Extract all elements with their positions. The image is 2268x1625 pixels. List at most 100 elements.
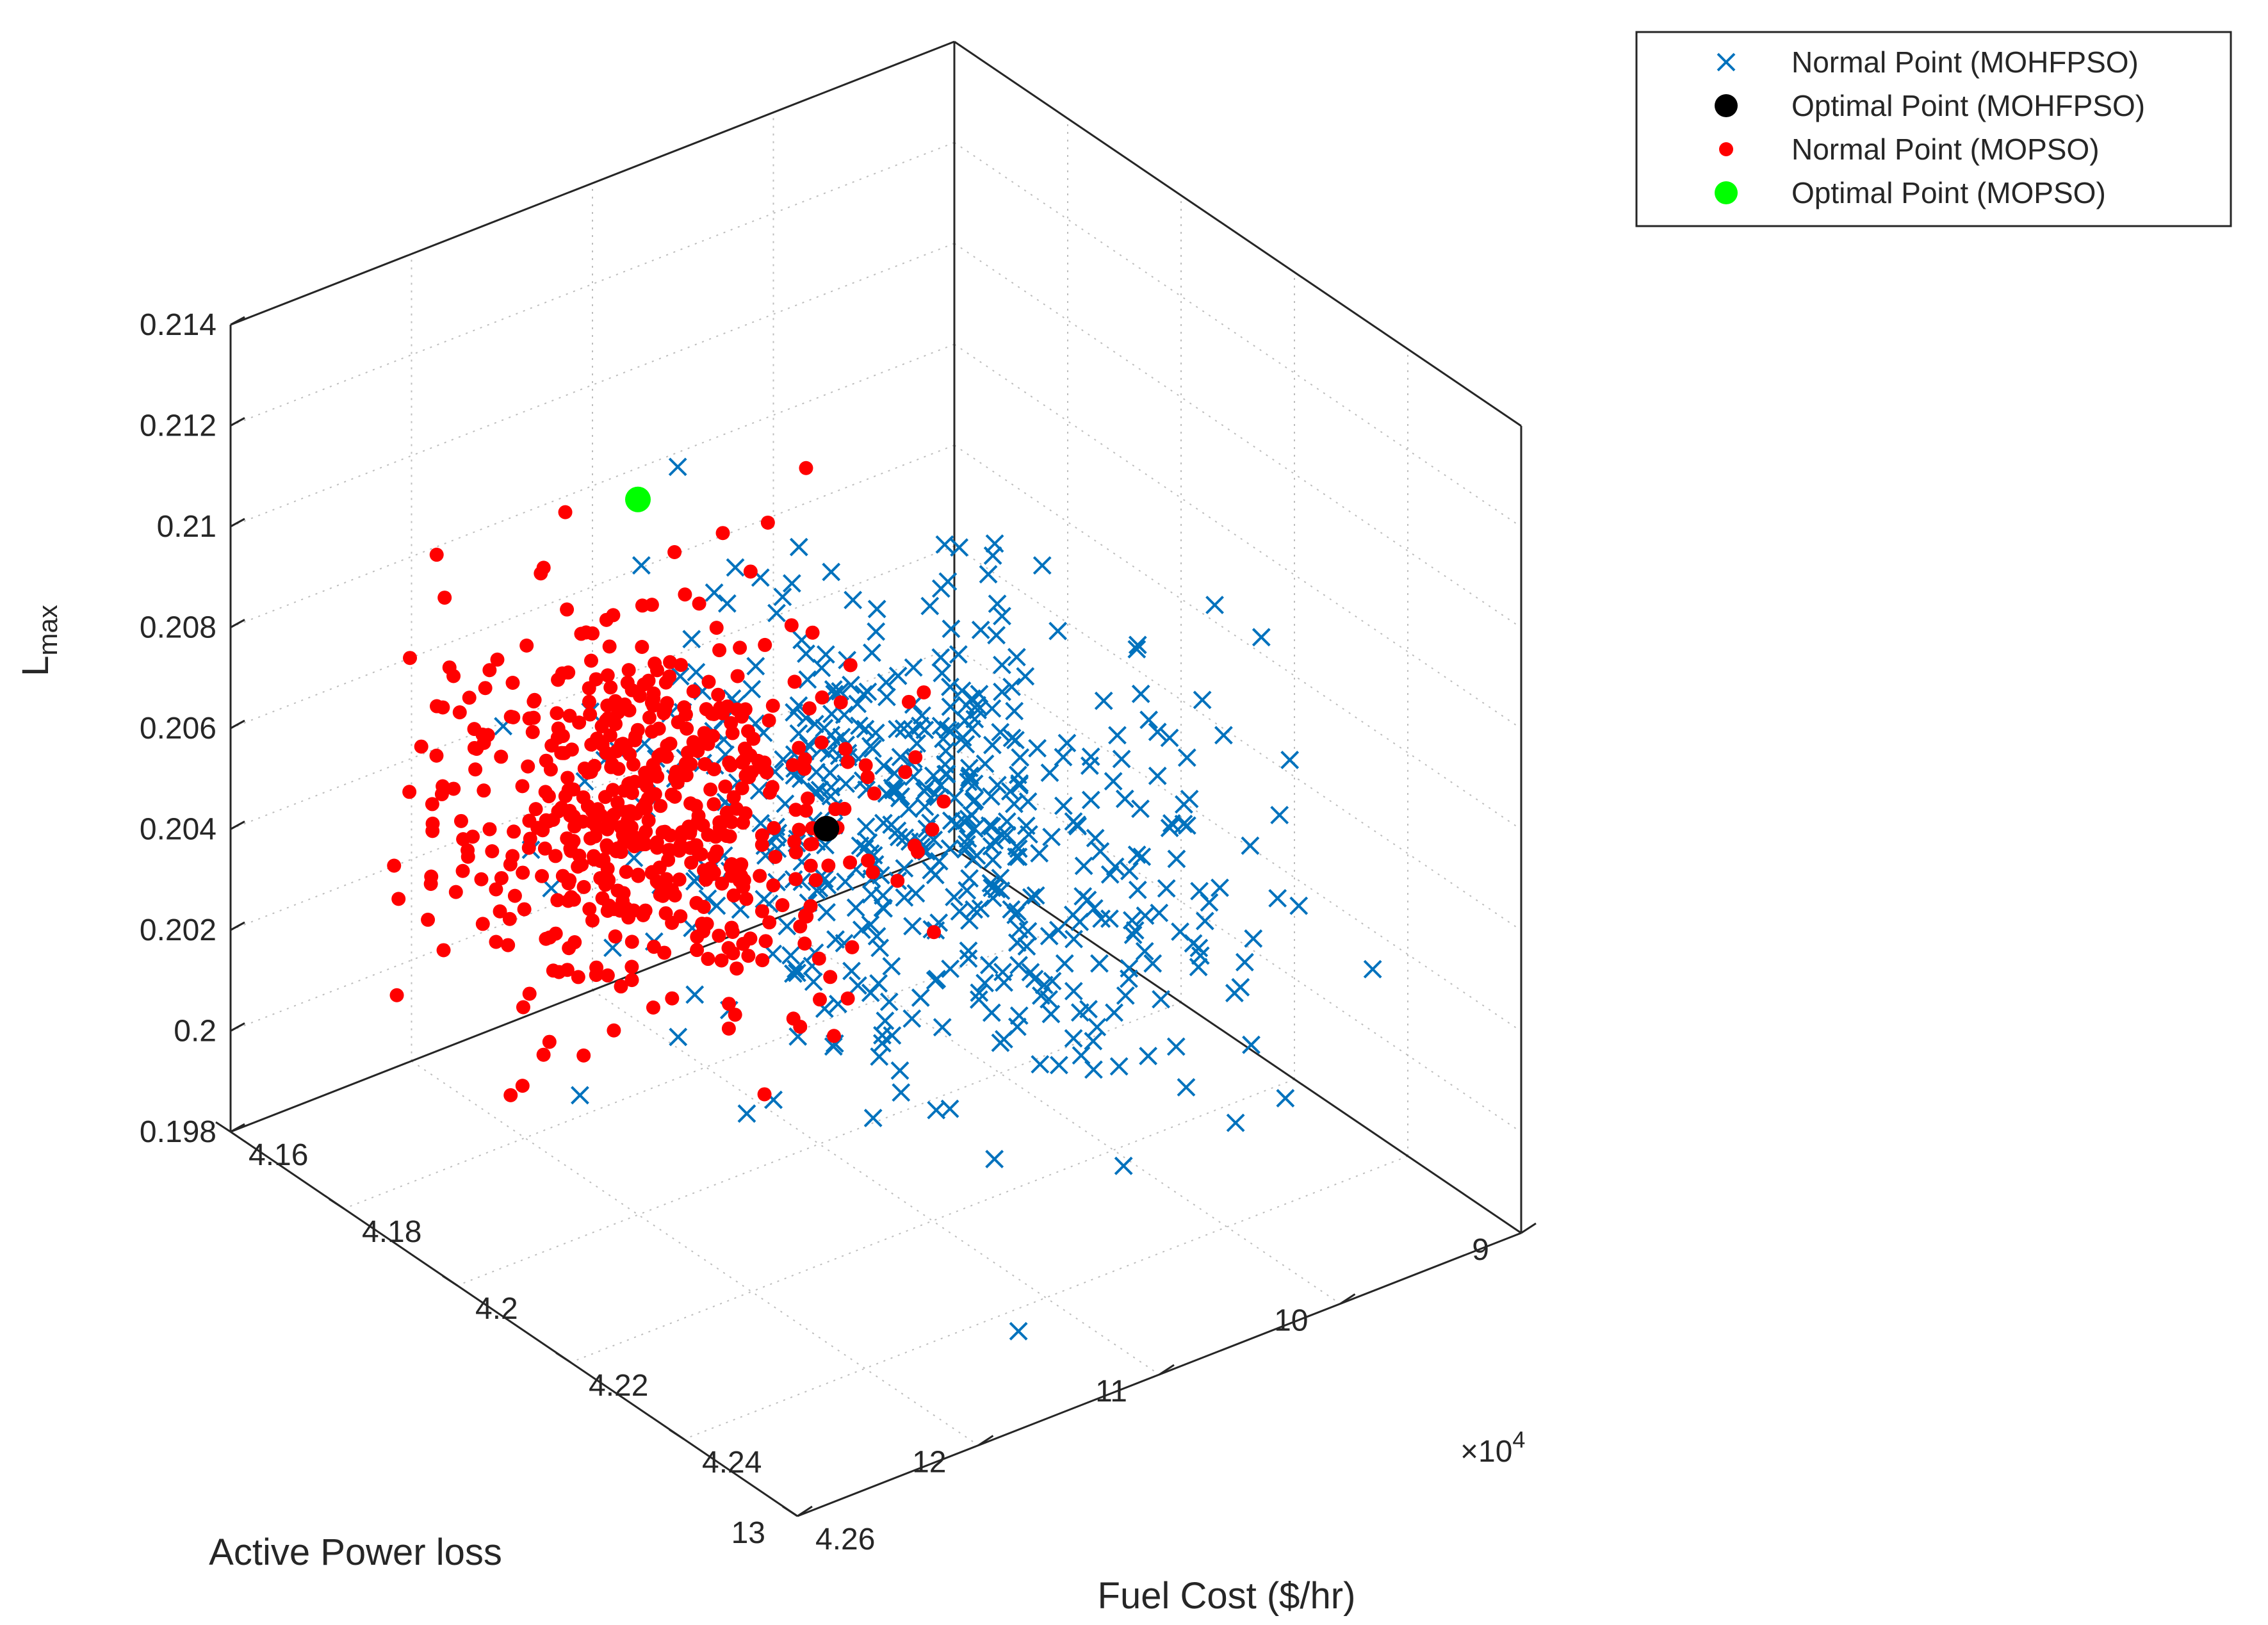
data-point-cross-stroke bbox=[1031, 986, 1050, 1005]
data-point-cross-stroke bbox=[895, 888, 914, 907]
data-point-mopso-normal bbox=[516, 865, 530, 880]
data-point-cross-stroke bbox=[902, 1009, 922, 1028]
data-point-cross-stroke bbox=[927, 969, 947, 988]
data-point-cross-stroke bbox=[1070, 1003, 1089, 1022]
data-point-cross-stroke bbox=[1090, 954, 1109, 973]
data-point-mopso-normal bbox=[560, 831, 575, 845]
data-point-mopso-normal bbox=[758, 637, 772, 652]
data-point-mohfpso-normal bbox=[1084, 899, 1104, 918]
y-tick-label: 11 bbox=[1095, 1375, 1127, 1409]
data-point-mohfpso-normal bbox=[1028, 739, 1047, 758]
data-point-mopso-normal bbox=[474, 872, 489, 886]
data-point-cross-stroke bbox=[991, 723, 1010, 742]
x-tick-label: 4.26 bbox=[815, 1523, 875, 1556]
z-axis-label-sub: max bbox=[33, 605, 63, 655]
data-point-mohfpso-normal bbox=[1160, 819, 1179, 838]
grid-line-wall-xz bbox=[954, 747, 1522, 1133]
data-point-mohfpso-normal bbox=[1010, 776, 1029, 795]
data-point-mohfpso-normal bbox=[993, 655, 1011, 674]
data-point-mohfpso-normal bbox=[874, 756, 893, 775]
z-tick-label: 0.208 bbox=[140, 611, 216, 645]
data-point-cross-stroke bbox=[789, 724, 808, 743]
data-point-cross-stroke bbox=[805, 714, 824, 733]
data-point-mohfpso-normal bbox=[895, 888, 914, 907]
data-point-mohfpso-normal bbox=[884, 781, 903, 800]
axis-edge-floor-right bbox=[954, 847, 1522, 1234]
grid-line-floor-x bbox=[457, 1002, 1182, 1286]
x-tick-label: 4.22 bbox=[589, 1369, 648, 1403]
data-point-cross-stroke bbox=[1150, 903, 1169, 922]
data-point-mohfpso-normal bbox=[965, 819, 984, 838]
data-point-cross-stroke bbox=[983, 817, 1002, 836]
data-point-cross-stroke bbox=[870, 1047, 889, 1066]
data-point-mopso-normal bbox=[567, 819, 582, 834]
data-point-mohfpso-normal bbox=[1002, 677, 1021, 696]
data-point-mohfpso-normal bbox=[726, 558, 745, 577]
data-point-mopso-normal bbox=[726, 888, 741, 902]
data-point-mopso-normal bbox=[610, 796, 625, 810]
data-point-cross-stroke bbox=[982, 1003, 1001, 1022]
data-point-mopso-normal bbox=[437, 591, 452, 605]
data-point-cross-stroke bbox=[1057, 733, 1077, 753]
data-point-mohfpso-normal bbox=[892, 1083, 911, 1102]
data-point-mohfpso-normal bbox=[1276, 1089, 1295, 1107]
data-point-mohfpso-normal bbox=[1157, 879, 1176, 898]
data-point-mohfpso-normal bbox=[903, 917, 922, 936]
data-point-mohfpso-normal bbox=[805, 714, 824, 733]
data-point-cross-stroke bbox=[997, 826, 1016, 845]
data-point-cross-stroke bbox=[1195, 911, 1214, 931]
data-point-mopso-normal bbox=[603, 728, 617, 743]
data-point-cross-stroke bbox=[993, 655, 1011, 674]
data-point-mohfpso-normal bbox=[941, 678, 959, 696]
data-point-mohfpso-normal bbox=[1009, 847, 1028, 867]
data-point-mopso-normal bbox=[715, 876, 730, 891]
data-point-mohfpso-normal bbox=[1022, 888, 1041, 907]
axis-edge-floor-left bbox=[230, 847, 955, 1133]
data-point-mopso-normal bbox=[550, 893, 565, 908]
data-point-mohfpso-normal bbox=[965, 900, 984, 919]
data-point-mohfpso-normal bbox=[1040, 927, 1059, 945]
data-point-cross-stroke bbox=[1148, 766, 1167, 785]
data-point-mopso-normal bbox=[572, 715, 587, 730]
data-point-mopso-normal bbox=[722, 755, 737, 770]
data-point-cross-stroke bbox=[1009, 956, 1029, 975]
data-point-mopso-normal bbox=[649, 874, 664, 889]
data-point-cross-stroke bbox=[890, 1061, 910, 1080]
data-point-mopso-normal bbox=[667, 771, 682, 785]
data-point-mohfpso-normal bbox=[1152, 990, 1170, 1009]
data-point-mohfpso-normal bbox=[1030, 844, 1049, 863]
data-point-mohfpso-normal bbox=[1088, 1018, 1107, 1036]
data-point-mohfpso-normal bbox=[844, 591, 863, 610]
data-point-mopso-normal bbox=[494, 870, 509, 885]
data-point-mohfpso-normal bbox=[632, 556, 651, 575]
data-point-mohfpso-normal bbox=[804, 972, 823, 992]
data-point-mohfpso-normal bbox=[1000, 781, 1020, 801]
data-point-mopso-normal bbox=[673, 838, 688, 853]
data-point-mohfpso-normal bbox=[846, 898, 865, 917]
data-point-mopso-normal bbox=[701, 674, 716, 689]
data-point-mohfpso-normal bbox=[1100, 909, 1119, 928]
data-point-mopso-normal bbox=[658, 675, 673, 690]
data-point-cross-stroke bbox=[784, 964, 803, 983]
data-point-cross-stroke bbox=[820, 764, 840, 782]
data-point-mopso-normal bbox=[712, 928, 726, 943]
data-point-mopso-normal bbox=[588, 829, 603, 844]
data-point-mohfpso-normal bbox=[968, 701, 987, 720]
data-point-mopso-normal bbox=[632, 689, 647, 703]
data-point-mohfpso-normal bbox=[1054, 747, 1073, 767]
data-point-cross-stroke bbox=[915, 797, 934, 817]
data-point-mohfpso-normal bbox=[831, 682, 850, 701]
data-point-mopso-normal bbox=[600, 822, 615, 837]
data-point-cross-stroke bbox=[995, 973, 1013, 992]
data-point-mopso-normal bbox=[528, 802, 543, 817]
data-point-mopso-normal bbox=[840, 755, 855, 769]
data-point-cross-stroke bbox=[1127, 640, 1146, 659]
data-point-cross-stroke bbox=[804, 972, 823, 992]
data-point-mohfpso-normal bbox=[1195, 911, 1214, 931]
data-point-cross-stroke bbox=[1235, 952, 1254, 972]
data-point-mopso-normal bbox=[814, 735, 829, 750]
data-point-mopso-normal bbox=[600, 861, 615, 876]
data-point-mopso-normal bbox=[692, 596, 706, 611]
data-point-mohfpso-normal bbox=[1040, 990, 1058, 1009]
data-point-mopso-normal bbox=[617, 835, 632, 850]
